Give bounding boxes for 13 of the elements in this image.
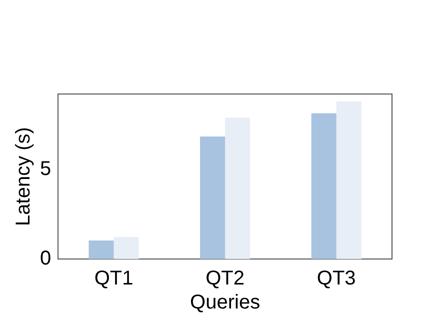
x-tick-label: QT3 — [316, 268, 356, 290]
bar — [200, 136, 226, 259]
x-tick-label: QT1 — [94, 268, 134, 290]
bar — [114, 236, 139, 259]
y-tick-label: 0 — [40, 248, 52, 270]
x-axis-title: Queries — [190, 292, 260, 314]
bar — [88, 240, 114, 259]
bar — [225, 118, 250, 259]
x-tick-label: QT2 — [206, 268, 245, 290]
bar — [336, 101, 362, 259]
bar — [311, 113, 336, 259]
y-axis-title: Latency (s) — [12, 127, 35, 226]
y-tick-label: 5 — [40, 158, 52, 180]
